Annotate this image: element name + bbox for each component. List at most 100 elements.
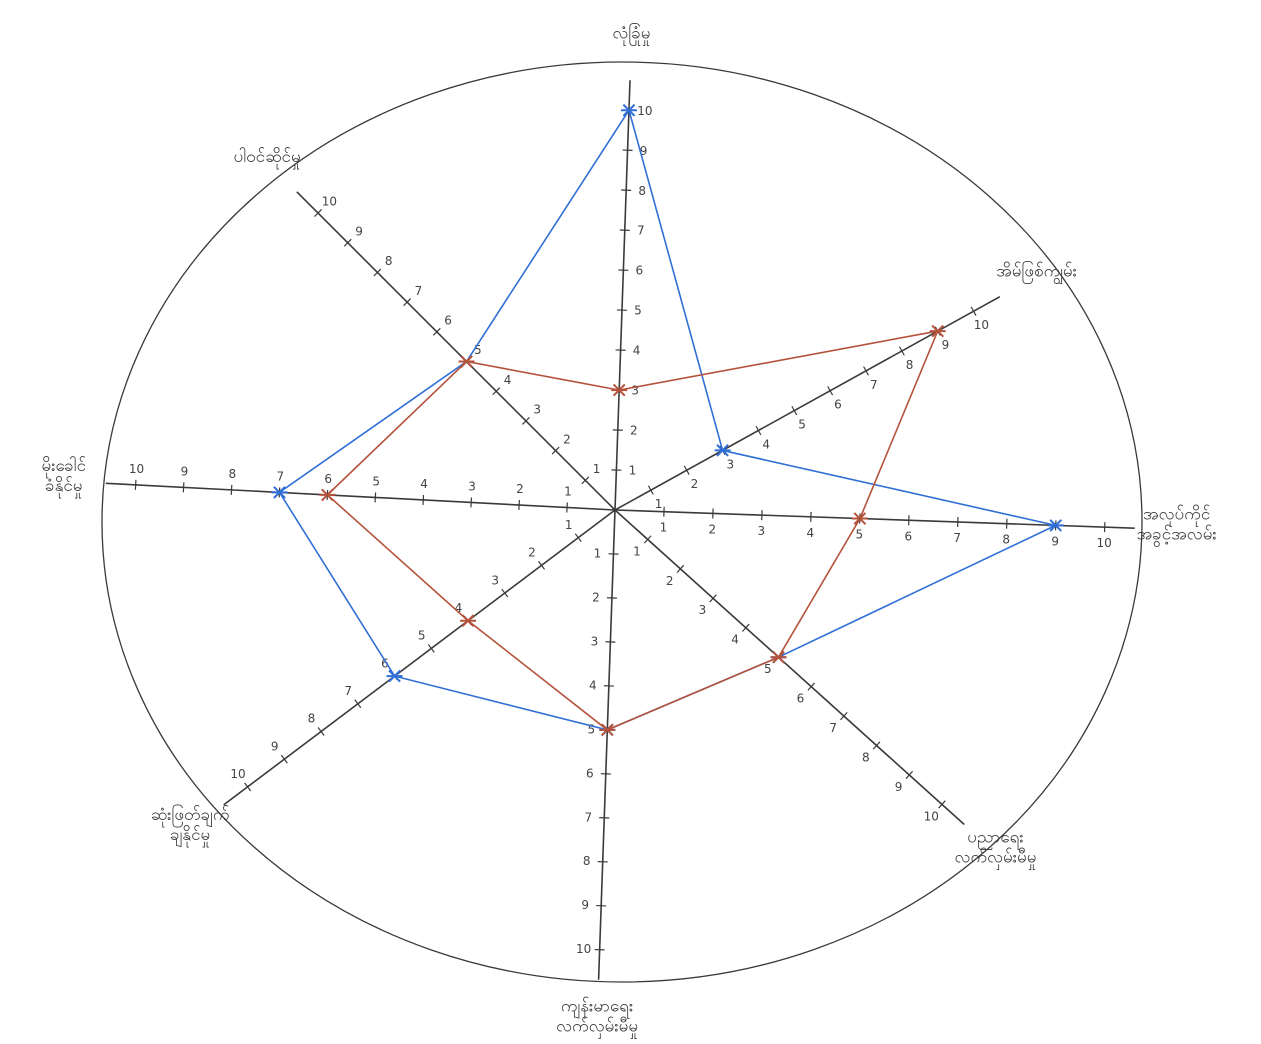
tick-label: 9 (1051, 534, 1059, 548)
tick-label: 2 (528, 546, 536, 560)
tick-label: 1 (655, 497, 663, 511)
tick-label: 8 (385, 254, 393, 268)
axis-label: မိုးခေါင်ခံနိုင်မှု (41, 455, 86, 499)
tick-label: 6 (586, 766, 594, 780)
tick-label: 7 (344, 684, 352, 698)
axis-tick (899, 347, 904, 356)
axis-line (599, 510, 615, 980)
tick-label: 3 (631, 384, 639, 398)
axis-line (615, 297, 1000, 510)
tick-label: 10 (576, 942, 591, 956)
tick-label: 10 (1097, 536, 1112, 550)
tick-label: 1 (564, 485, 572, 499)
tick-label: 6 (381, 656, 389, 670)
tick-label: 3 (491, 573, 499, 587)
axis-tick (575, 534, 581, 542)
tick-label: 4 (420, 477, 428, 491)
tick-label: 1 (565, 518, 573, 532)
tick-label: 7 (276, 469, 284, 483)
tick-label: 5 (855, 528, 863, 542)
tick-label: 9 (942, 338, 950, 352)
axis-tick (135, 480, 136, 490)
series-layer (271, 105, 1063, 736)
tick-label: 6 (444, 313, 452, 327)
tick-label: 10 (924, 809, 939, 823)
axis-tick (539, 561, 545, 569)
tick-label: 5 (634, 304, 642, 318)
series-polygon (280, 110, 1056, 730)
ticks-layer: 1 2 3 4 5 6 7 8 9 10 1 2 3 4 5 6 7 8 9 10 1 2 3 4 5 6 7 8 9 10 1 2 3 4 5 6 7… (129, 104, 1112, 956)
tick-label: 5 (418, 629, 426, 643)
tick-label: 8 (308, 712, 316, 726)
tick-label: 10 (322, 195, 337, 209)
tick-label: 5 (764, 662, 772, 676)
tick-label: 6 (904, 529, 912, 543)
tick-label: 8 (638, 184, 646, 198)
axis-tick (281, 755, 287, 763)
axis-label: အလုပ်ကိုင်အခွင့်အလမ်း (1137, 505, 1217, 548)
axis-tick (502, 589, 508, 597)
axis-line (615, 80, 630, 510)
tick-label: 4 (807, 526, 815, 540)
tick-label: 1 (660, 521, 668, 535)
tick-label: 10 (129, 462, 144, 476)
axis-tick (471, 497, 472, 507)
tick-label: 2 (563, 432, 571, 446)
tick-label: 2 (691, 477, 699, 491)
tick-label: 6 (636, 264, 644, 278)
tick-label: 6 (797, 692, 805, 706)
tick-label: 8 (229, 467, 237, 481)
axis-line (297, 192, 615, 510)
tick-label: 10 (637, 104, 652, 118)
tick-label: 10 (230, 767, 245, 781)
tick-label: 9 (355, 224, 363, 238)
tick-label: 9 (271, 739, 279, 753)
axis-label: လုံခြုံမှု (612, 21, 650, 46)
tick-label: 9 (181, 464, 189, 478)
tick-label: 3 (591, 634, 599, 648)
axis-tick (245, 783, 251, 791)
tick-label: 5 (798, 418, 806, 432)
tick-label: 7 (415, 284, 423, 298)
tick-label: 4 (633, 344, 641, 358)
tick-label: 10 (974, 318, 989, 332)
tick-label: 3 (727, 457, 735, 471)
tick-label: 4 (762, 437, 770, 451)
tick-label: 8 (1002, 533, 1010, 547)
data-point-marker (770, 652, 786, 663)
tick-label: 1 (594, 546, 602, 560)
axis-tick (231, 485, 232, 495)
tick-label: 7 (953, 531, 961, 545)
axis-tick (183, 482, 184, 492)
axis-label: ပညာရေးလက်လှမ်းမီမှု (955, 828, 1037, 871)
axis-tick (375, 492, 376, 502)
tick-label: 5 (372, 474, 380, 488)
tick-label: 2 (709, 522, 717, 536)
axis-tick (519, 500, 520, 510)
tick-label: 8 (862, 750, 870, 764)
tick-label: 1 (593, 462, 601, 476)
axis-line (615, 510, 964, 824)
tick-label: 2 (666, 574, 674, 588)
tick-label: 3 (468, 479, 476, 493)
tick-label: 3 (533, 403, 541, 417)
tick-label: 1 (629, 464, 637, 478)
axis-tick (864, 366, 869, 375)
axis-tick (355, 700, 361, 708)
tick-label: 4 (589, 678, 597, 692)
labels-layer: လုံခြုံမှုအိမ်ဖြစ်ကျွမ်းအလုပ်ကိုင်အခွင့်… (41, 21, 1216, 1039)
axis-tick (567, 502, 568, 512)
axis-line (106, 483, 615, 510)
axis-tick (648, 486, 653, 495)
tick-label: 7 (637, 224, 645, 238)
tick-label: 4 (504, 373, 512, 387)
tick-label: 2 (630, 424, 638, 438)
tick-label: 3 (758, 524, 766, 538)
tick-label: 6 (324, 472, 332, 486)
tick-label: 8 (906, 358, 914, 372)
tick-label: 2 (516, 482, 524, 496)
axis-tick (792, 406, 797, 415)
tick-label: 9 (581, 898, 589, 912)
tick-label: 9 (895, 780, 903, 794)
